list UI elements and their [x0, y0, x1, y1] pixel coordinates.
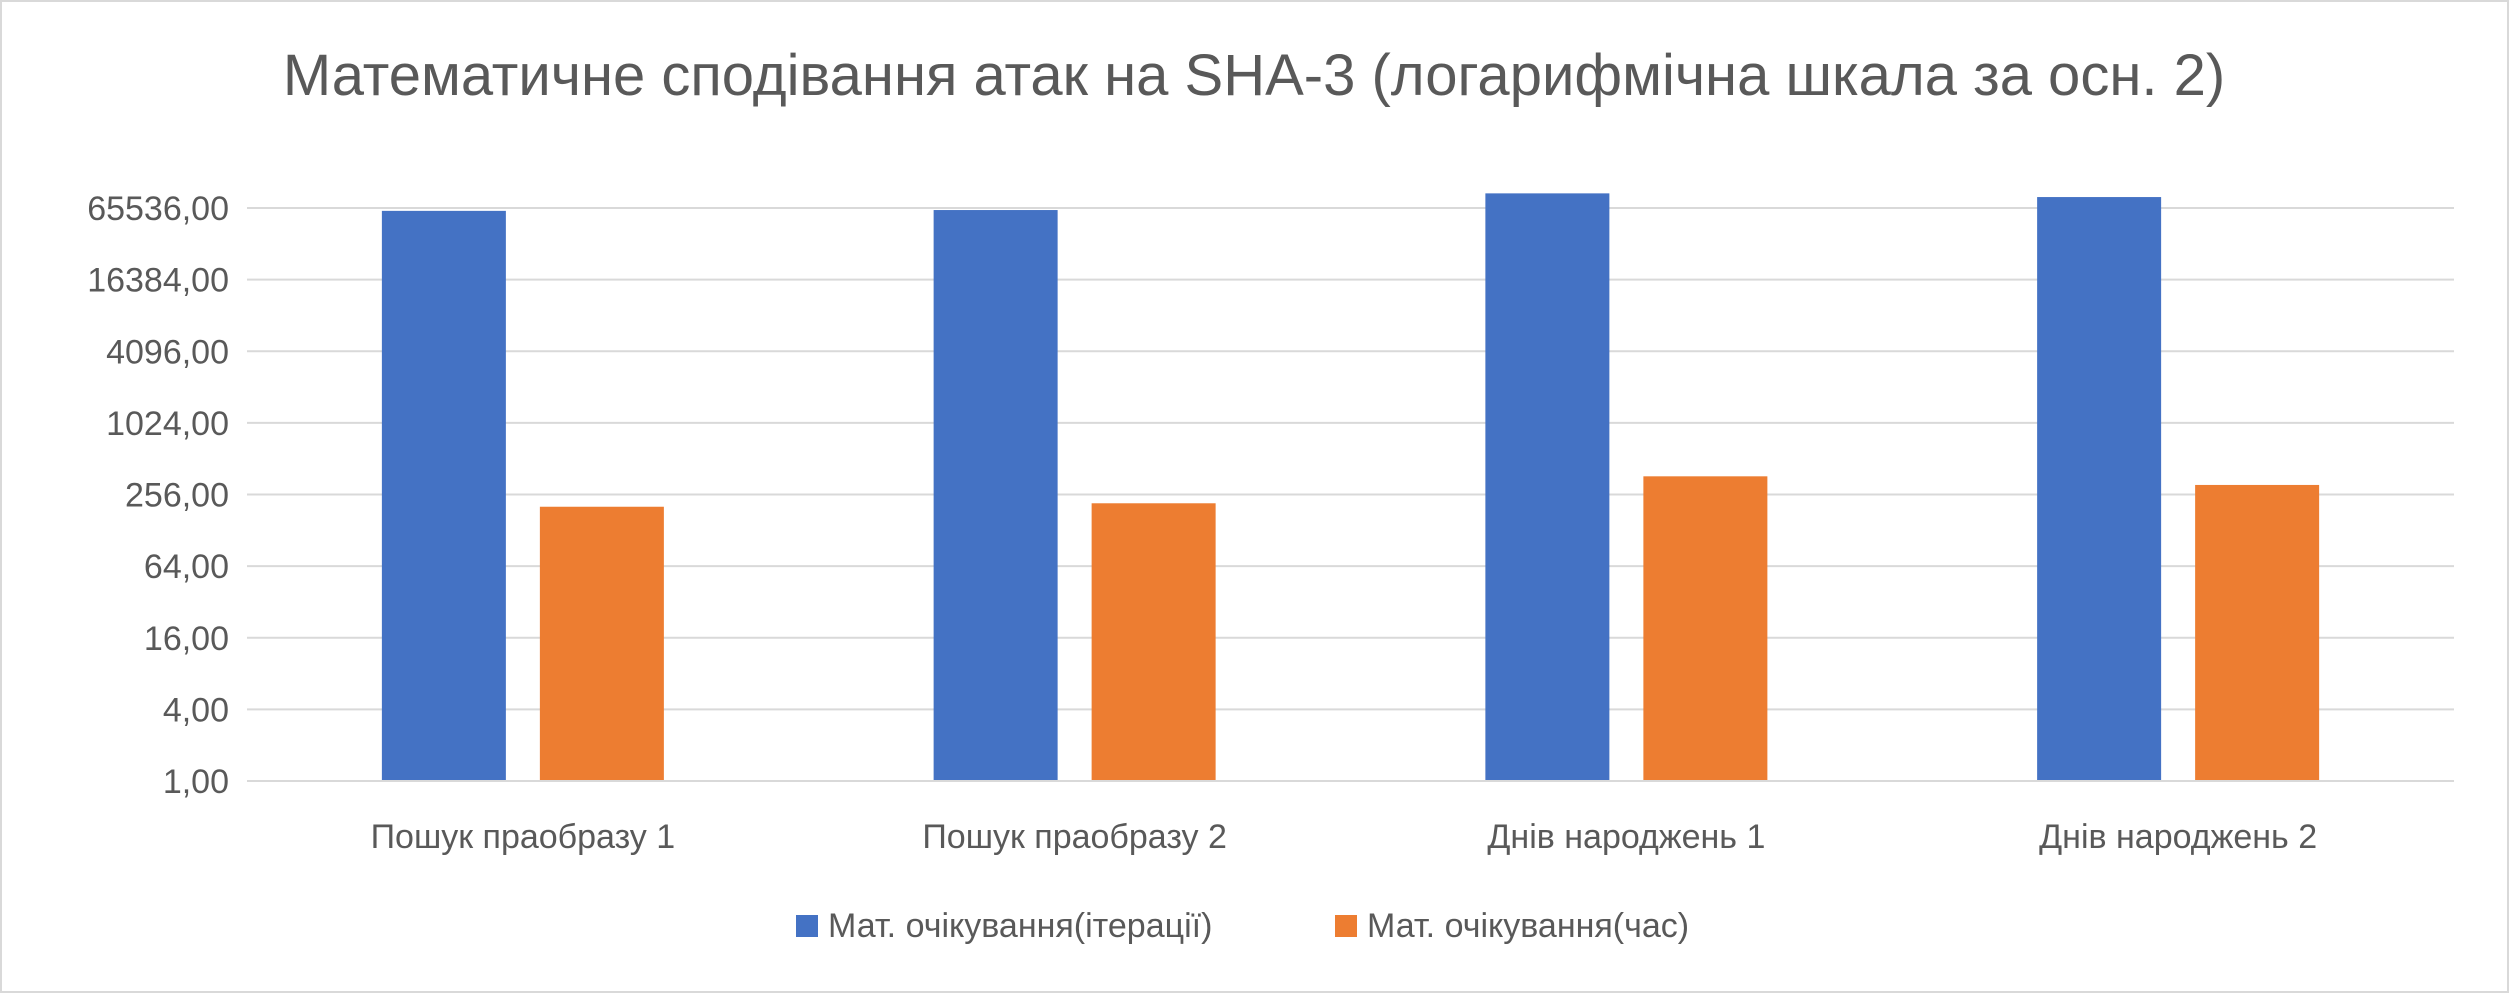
bar-time[interactable]: [539, 506, 664, 781]
chart-title: Математичне сподівання атак на SHA-3 (ло…: [283, 43, 2225, 108]
legend-swatch: [1335, 915, 1357, 937]
bar-time[interactable]: [1091, 503, 1216, 781]
y-tick-label: 16,00: [144, 620, 229, 658]
bar-time[interactable]: [1643, 476, 1768, 781]
bars: [381, 193, 2320, 782]
legend-swatch: [796, 915, 818, 937]
y-tick-label: 4096,00: [106, 333, 229, 371]
bar-iterations[interactable]: [1485, 193, 1610, 782]
y-tick-label: 1,00: [163, 763, 229, 801]
y-tick-label: 65536,00: [87, 190, 229, 228]
legend[interactable]: Мат. очікування(ітерації) Мат. очікування…: [796, 907, 1689, 945]
legend-label: Мат. очікування(ітерації): [828, 907, 1212, 945]
y-tick-label: 4,00: [163, 691, 229, 729]
bar-time[interactable]: [2195, 484, 2320, 781]
legend-item-time[interactable]: Мат. очікування(час): [1335, 907, 1689, 945]
y-tick-label: 16384,00: [87, 262, 229, 300]
x-tick-label: Пошук праобразу 1: [371, 818, 676, 856]
legend-item-iterations[interactable]: Мат. очікування(ітерації): [796, 907, 1212, 945]
y-tick-label: 64,00: [144, 548, 229, 586]
bar-iterations[interactable]: [381, 210, 506, 781]
y-tick-label: 256,00: [125, 477, 229, 515]
x-tick-label: Днів народжень 2: [2039, 818, 2317, 856]
x-axis: Пошук праобразу 1 Пошук праобразу 2 Днів н…: [247, 780, 2454, 856]
legend-label: Мат. очікування(час): [1367, 907, 1689, 945]
y-tick-label: 1024,00: [106, 405, 229, 443]
x-tick-label: Днів народжень 1: [1487, 818, 1765, 856]
bar-iterations[interactable]: [933, 210, 1058, 782]
y-axis: 1,00 4,00 16,00 64,00 256,00 1024,00 4096,00 16…: [87, 190, 229, 801]
x-tick-label: Пошук праобразу 2: [922, 818, 1227, 856]
bar-iterations[interactable]: [2037, 197, 2162, 782]
